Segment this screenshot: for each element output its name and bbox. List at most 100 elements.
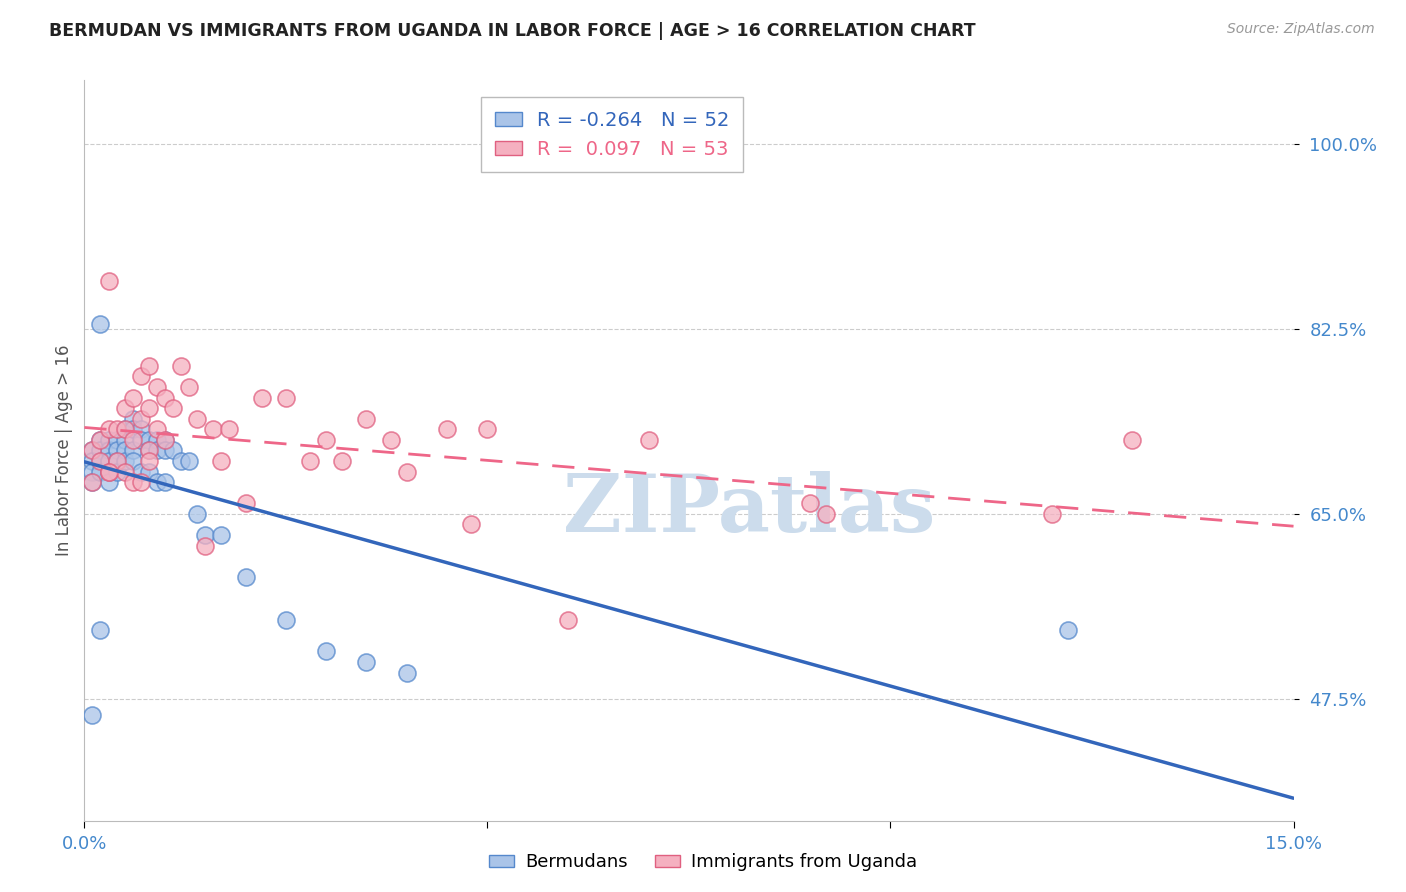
Point bbox=[129, 465, 152, 479]
Point bbox=[114, 465, 136, 479]
Point bbox=[114, 422, 136, 436]
Point bbox=[395, 665, 418, 680]
Point bbox=[82, 443, 104, 458]
Point bbox=[330, 454, 353, 468]
Point bbox=[235, 496, 257, 510]
Point bbox=[460, 517, 482, 532]
Text: Source: ZipAtlas.com: Source: ZipAtlas.com bbox=[1227, 22, 1375, 37]
Point bbox=[89, 454, 111, 468]
Point bbox=[153, 391, 176, 405]
Point bbox=[89, 317, 111, 331]
Point bbox=[89, 443, 111, 458]
Point bbox=[105, 422, 128, 436]
Point bbox=[89, 433, 111, 447]
Point bbox=[105, 433, 128, 447]
Point bbox=[129, 411, 152, 425]
Point bbox=[121, 422, 143, 436]
Point bbox=[186, 507, 208, 521]
Point bbox=[153, 443, 176, 458]
Legend: Bermudans, Immigrants from Uganda: Bermudans, Immigrants from Uganda bbox=[482, 847, 924, 879]
Point bbox=[121, 443, 143, 458]
Point bbox=[82, 465, 104, 479]
Point bbox=[162, 401, 184, 416]
Point bbox=[97, 465, 120, 479]
Point bbox=[170, 359, 193, 373]
Y-axis label: In Labor Force | Age > 16: In Labor Force | Age > 16 bbox=[55, 344, 73, 557]
Point bbox=[799, 496, 821, 510]
Text: ZIPatlas: ZIPatlas bbox=[564, 471, 935, 549]
Point bbox=[1056, 624, 1078, 638]
Point bbox=[235, 570, 257, 584]
Point bbox=[129, 475, 152, 490]
Point bbox=[114, 433, 136, 447]
Point bbox=[209, 454, 232, 468]
Point bbox=[105, 454, 128, 468]
Point bbox=[202, 422, 225, 436]
Point bbox=[637, 433, 659, 447]
Point bbox=[89, 454, 111, 468]
Point bbox=[97, 433, 120, 447]
Point bbox=[121, 454, 143, 468]
Point bbox=[146, 475, 169, 490]
Point bbox=[315, 644, 337, 658]
Point bbox=[138, 443, 160, 458]
Point bbox=[436, 422, 458, 436]
Point bbox=[89, 433, 111, 447]
Point bbox=[477, 422, 499, 436]
Point bbox=[97, 443, 120, 458]
Point bbox=[170, 454, 193, 468]
Point bbox=[194, 528, 217, 542]
Point bbox=[114, 454, 136, 468]
Point bbox=[97, 475, 120, 490]
Point bbox=[105, 443, 128, 458]
Point bbox=[138, 465, 160, 479]
Point bbox=[138, 359, 160, 373]
Point bbox=[274, 613, 297, 627]
Point bbox=[356, 411, 378, 425]
Point bbox=[121, 433, 143, 447]
Point bbox=[105, 465, 128, 479]
Point bbox=[194, 539, 217, 553]
Legend: R = -0.264   N = 52, R =  0.097   N = 53: R = -0.264 N = 52, R = 0.097 N = 53 bbox=[481, 97, 744, 172]
Point bbox=[315, 433, 337, 447]
Point bbox=[1121, 433, 1143, 447]
Point bbox=[121, 411, 143, 425]
Point bbox=[114, 401, 136, 416]
Point bbox=[121, 391, 143, 405]
Point bbox=[89, 465, 111, 479]
Point bbox=[153, 433, 176, 447]
Point bbox=[138, 433, 160, 447]
Point bbox=[97, 454, 120, 468]
Point bbox=[146, 443, 169, 458]
Point bbox=[250, 391, 273, 405]
Point bbox=[82, 475, 104, 490]
Point bbox=[129, 433, 152, 447]
Point bbox=[129, 422, 152, 436]
Point bbox=[186, 411, 208, 425]
Point bbox=[138, 454, 160, 468]
Point bbox=[153, 433, 176, 447]
Point bbox=[82, 454, 104, 468]
Point bbox=[162, 443, 184, 458]
Point bbox=[179, 380, 201, 394]
Point bbox=[146, 433, 169, 447]
Text: BERMUDAN VS IMMIGRANTS FROM UGANDA IN LABOR FORCE | AGE > 16 CORRELATION CHART: BERMUDAN VS IMMIGRANTS FROM UGANDA IN LA… bbox=[49, 22, 976, 40]
Point bbox=[114, 422, 136, 436]
Point bbox=[380, 433, 402, 447]
Point bbox=[97, 422, 120, 436]
Point bbox=[121, 475, 143, 490]
Point bbox=[356, 655, 378, 669]
Point bbox=[299, 454, 322, 468]
Point bbox=[138, 401, 160, 416]
Point bbox=[82, 707, 104, 722]
Point bbox=[89, 624, 111, 638]
Point bbox=[105, 454, 128, 468]
Point bbox=[274, 391, 297, 405]
Point bbox=[146, 422, 169, 436]
Point bbox=[82, 443, 104, 458]
Point bbox=[97, 465, 120, 479]
Point bbox=[1040, 507, 1063, 521]
Point bbox=[179, 454, 201, 468]
Point bbox=[138, 443, 160, 458]
Point bbox=[146, 380, 169, 394]
